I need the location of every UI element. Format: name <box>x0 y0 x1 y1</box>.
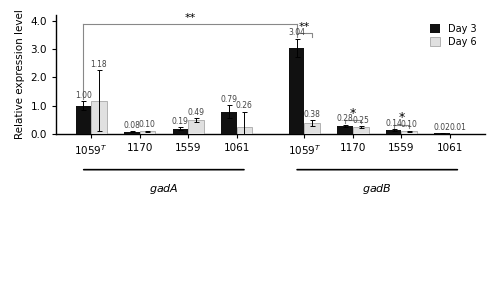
Text: 0.25: 0.25 <box>352 116 369 125</box>
Bar <box>221 112 236 134</box>
Text: 0.19: 0.19 <box>172 117 189 126</box>
Bar <box>353 127 368 134</box>
Text: 0.49: 0.49 <box>188 108 204 117</box>
Bar <box>188 120 204 134</box>
Text: 1.00: 1.00 <box>75 91 92 100</box>
Bar <box>434 133 450 134</box>
Text: $gadB$: $gadB$ <box>362 182 392 195</box>
Legend: Day 3, Day 6: Day 3, Day 6 <box>426 20 480 50</box>
Text: **: ** <box>299 22 310 32</box>
Text: 0.38: 0.38 <box>304 110 320 119</box>
Bar <box>402 131 417 134</box>
Text: *: * <box>350 106 356 119</box>
Bar <box>386 130 402 134</box>
Text: *: * <box>398 111 404 124</box>
Bar <box>124 132 140 134</box>
Bar <box>236 127 252 134</box>
Bar <box>140 131 155 134</box>
Y-axis label: Relative expression level: Relative expression level <box>15 10 25 139</box>
Text: 0.08: 0.08 <box>124 121 140 130</box>
Bar <box>172 128 188 134</box>
Text: 0.26: 0.26 <box>236 102 253 110</box>
Bar <box>338 126 353 134</box>
Text: 0.79: 0.79 <box>220 95 238 104</box>
Text: 0.14: 0.14 <box>386 119 402 128</box>
Bar <box>91 101 106 134</box>
Text: 3.04: 3.04 <box>288 28 305 37</box>
Text: 0.10: 0.10 <box>401 120 417 129</box>
Bar <box>304 123 320 134</box>
Text: **: ** <box>184 14 196 23</box>
Text: 1.18: 1.18 <box>90 59 107 68</box>
Text: 0.10: 0.10 <box>139 120 156 129</box>
Text: 0.28: 0.28 <box>337 115 353 124</box>
Bar <box>76 106 91 134</box>
Bar <box>289 48 304 134</box>
Text: 0.02: 0.02 <box>434 123 450 132</box>
Text: $gadA$: $gadA$ <box>149 182 178 195</box>
Text: 0.01: 0.01 <box>450 123 466 132</box>
